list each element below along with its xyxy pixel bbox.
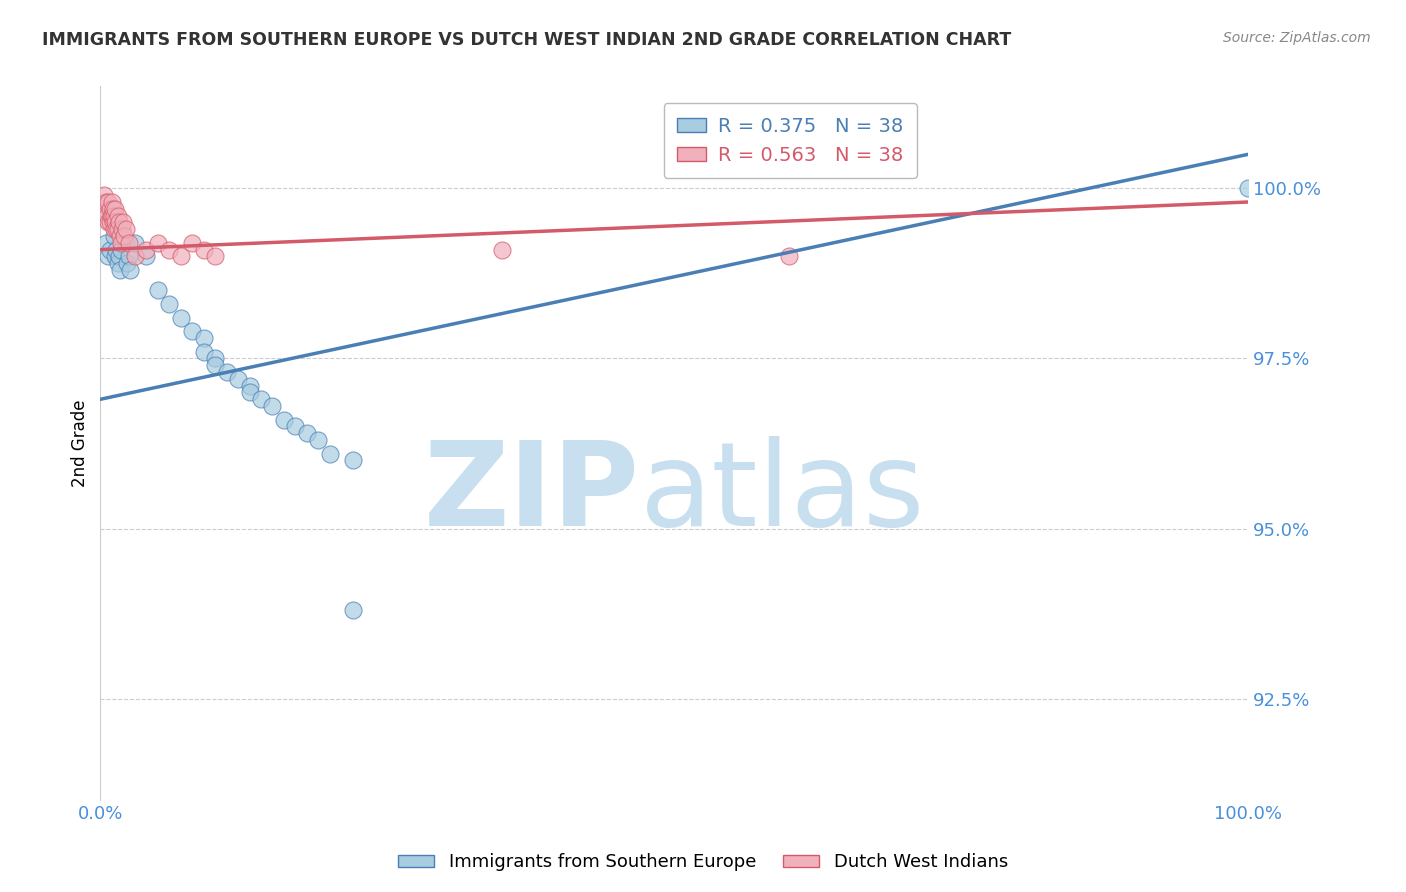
Point <box>110 235 132 250</box>
Point <box>104 215 127 229</box>
Point <box>342 453 364 467</box>
Point <box>262 399 284 413</box>
Point <box>98 243 121 257</box>
Point <box>238 378 260 392</box>
Point <box>110 243 132 257</box>
Point <box>103 222 125 236</box>
Text: IMMIGRANTS FROM SOUTHERN EUROPE VS DUTCH WEST INDIAN 2ND GRADE CORRELATION CHART: IMMIGRANTS FROM SOUTHERN EUROPE VS DUTCH… <box>42 31 1011 49</box>
Point <box>94 202 117 216</box>
Point <box>204 358 226 372</box>
Point <box>215 365 238 379</box>
Point <box>319 447 342 461</box>
Point <box>103 229 125 244</box>
Legend: R = 0.375   N = 38, R = 0.563   N = 38: R = 0.375 N = 38, R = 0.563 N = 38 <box>664 103 917 178</box>
Point <box>101 215 124 229</box>
Point <box>135 243 157 257</box>
Point <box>93 188 115 202</box>
Point <box>108 263 131 277</box>
Point <box>284 419 307 434</box>
Point <box>94 235 117 250</box>
Point <box>108 229 131 244</box>
Point <box>107 256 129 270</box>
Y-axis label: 2nd Grade: 2nd Grade <box>72 400 89 487</box>
Point <box>226 372 249 386</box>
Point <box>135 249 157 263</box>
Point <box>204 249 226 263</box>
Point <box>115 256 138 270</box>
Point <box>107 249 129 263</box>
Point <box>250 392 273 407</box>
Point <box>114 235 136 250</box>
Text: ZIP: ZIP <box>423 436 640 551</box>
Point <box>100 209 122 223</box>
Point <box>104 249 127 263</box>
Point <box>105 222 128 236</box>
Point <box>342 603 364 617</box>
Point <box>124 235 146 250</box>
Point <box>101 209 124 223</box>
Point <box>157 297 180 311</box>
Point <box>193 344 215 359</box>
Point <box>118 235 141 250</box>
Point <box>120 263 142 277</box>
Point <box>94 194 117 209</box>
Text: Source: ZipAtlas.com: Source: ZipAtlas.com <box>1223 31 1371 45</box>
Point <box>98 215 121 229</box>
Point <box>778 249 800 263</box>
Point <box>124 249 146 263</box>
Point <box>1237 181 1260 195</box>
Point <box>181 324 204 338</box>
Point <box>307 433 329 447</box>
Point <box>170 249 193 263</box>
Point <box>112 215 135 229</box>
Point <box>98 202 121 216</box>
Point <box>118 249 141 263</box>
Point <box>181 235 204 250</box>
Point <box>146 235 169 250</box>
Point <box>97 194 120 209</box>
Point <box>491 243 513 257</box>
Point <box>146 284 169 298</box>
Point <box>114 222 136 236</box>
Point <box>157 243 180 257</box>
Point <box>295 426 318 441</box>
Legend: Immigrants from Southern Europe, Dutch West Indians: Immigrants from Southern Europe, Dutch W… <box>391 847 1015 879</box>
Point <box>107 215 129 229</box>
Text: atlas: atlas <box>640 436 925 551</box>
Point <box>97 215 120 229</box>
Point <box>103 209 125 223</box>
Point <box>170 310 193 325</box>
Point <box>97 249 120 263</box>
Point <box>114 229 136 244</box>
Point <box>104 202 127 216</box>
Point <box>238 385 260 400</box>
Point <box>193 331 215 345</box>
Point <box>107 222 129 236</box>
Point <box>101 202 124 216</box>
Point <box>101 194 124 209</box>
Point <box>273 412 295 426</box>
Point <box>107 209 129 223</box>
Point <box>96 209 118 223</box>
Point <box>105 243 128 257</box>
Point <box>193 243 215 257</box>
Point <box>111 222 134 236</box>
Point <box>204 351 226 366</box>
